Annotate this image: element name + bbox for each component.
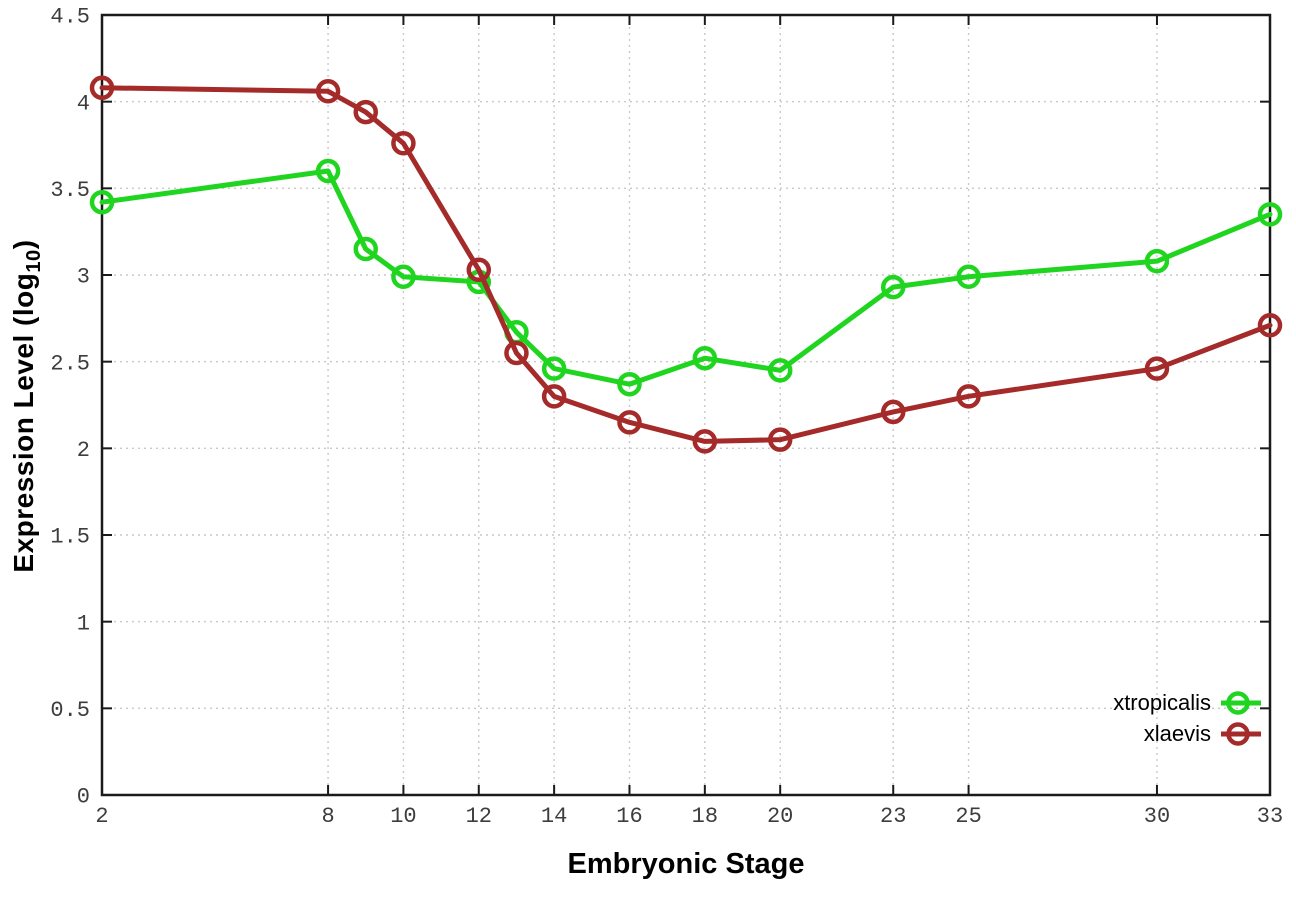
x-tick-label: 18 [692,804,718,829]
legend-row-xtropicalis: xtropicalis [1113,687,1262,718]
y-tick-label: 4 [77,91,90,116]
y-axis-title-main: Expression Level (log [8,272,40,573]
y-tick-label: 1 [77,611,90,636]
data-point-xtropicalis [353,236,378,262]
data-point-xlaevis [1144,356,1170,381]
x-tick-label: 25 [955,804,981,829]
legend-sample-line-icon [1221,721,1261,746]
y-tick-label: 0.5 [50,698,90,723]
data-point-xlaevis [315,79,341,104]
data-point-xlaevis [880,399,906,425]
data-point-xlaevis [504,340,529,366]
legend: xtropicalis xlaevis [1113,687,1262,749]
y-tick-label: 2.5 [50,351,90,376]
x-tick-label: 33 [1257,804,1283,829]
data-point-xtropicalis [617,371,642,397]
data-point-xlaevis [391,131,416,156]
y-tick-label: 4.5 [50,5,90,30]
y-tick-label: 0 [77,785,90,810]
data-point-xlaevis [89,75,115,101]
legend-label-xlaevis: xlaevis [1143,720,1211,746]
legend-row-xlaevis: xlaevis [1113,718,1262,749]
y-tick-label: 3 [77,265,90,290]
data-point-xtropicalis [1144,248,1170,274]
data-point-xtropicalis [89,189,115,215]
data-point-xlaevis [1257,313,1283,338]
data-point-xtropicalis [541,356,567,381]
x-tick-label: 16 [616,804,642,829]
legend-label-xtropicalis: xtropicalis [1113,689,1211,715]
x-tick-label: 30 [1144,804,1170,829]
x-tick-label: 20 [767,804,793,829]
legend-sample-line-icon [1221,690,1261,715]
data-point-xtropicalis [767,358,793,383]
data-point-xtropicalis [880,274,906,300]
data-point-xtropicalis [1257,202,1283,227]
x-tick-label: 2 [95,804,108,829]
x-tick-label: 12 [466,804,492,829]
data-point-xlaevis [541,384,567,409]
data-point-xtropicalis [956,264,981,289]
x-axis-title: Embryonic Stage [567,848,805,880]
y-axis-title-subscript: 10 [22,249,45,273]
y-tick-label: 2 [77,438,90,463]
data-point-xlaevis [767,427,793,452]
data-point-xlaevis [466,257,492,283]
y-axis-title: Expression Level (log10) [8,239,46,572]
data-point-xtropicalis [692,345,718,371]
data-point-xtropicalis [391,264,416,289]
series-line-xtropicalis [99,168,1273,387]
data-point-xlaevis [617,410,642,435]
data-point-xlaevis [692,429,718,454]
y-tick-label: 1.5 [50,525,90,550]
plot-border [100,13,1272,797]
data-point-xtropicalis [315,158,341,184]
data-point-xlaevis [353,99,378,125]
x-tick-label: 10 [390,804,416,829]
data-point-xlaevis [956,384,981,409]
y-axis-title-close: ) [8,239,40,250]
y-tick-label: 3.5 [50,178,90,203]
x-tick-label: 14 [541,804,567,829]
x-tick-label: 8 [321,804,334,829]
x-tick-label: 23 [880,804,906,829]
